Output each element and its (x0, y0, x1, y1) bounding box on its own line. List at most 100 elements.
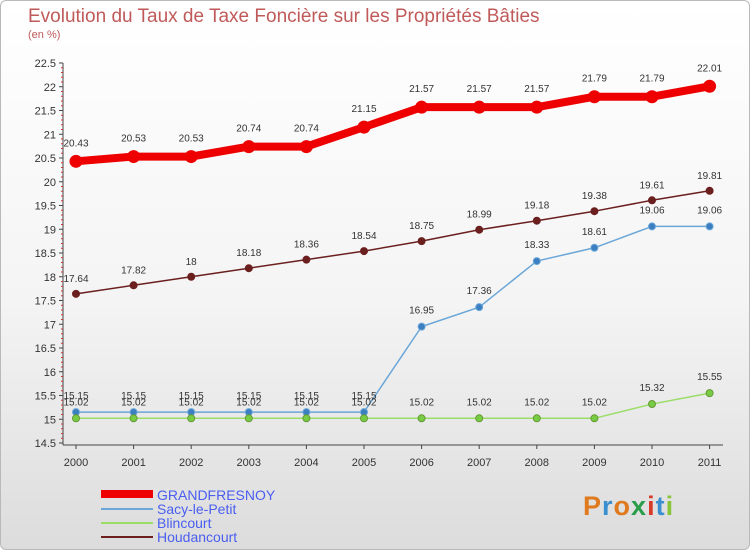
data-label-blincourt: 15.02 (63, 397, 88, 408)
data-label-houdancourt: 18.54 (351, 231, 376, 242)
y-tick-label: 15 (44, 414, 56, 426)
data-point-grandfresnoy (645, 90, 659, 104)
data-point-houdancourt (187, 272, 196, 281)
data-label-sacy: 19.06 (639, 205, 664, 216)
series-line-houdancourt (75, 190, 710, 295)
data-point-grandfresnoy (127, 150, 141, 164)
data-label-houdancourt: 18.75 (409, 221, 434, 232)
data-label-grandfresnoy: 22.01 (697, 63, 722, 74)
legend-swatch-blincourt (101, 522, 153, 524)
data-point-houdancourt (244, 264, 253, 273)
data-label-sacy: 18.61 (582, 227, 607, 238)
x-tick-label: 2001 (121, 457, 145, 469)
data-label-houdancourt: 18.99 (467, 210, 492, 221)
data-label-sacy: 15.15 (179, 391, 204, 402)
data-label-blincourt: 15.32 (639, 383, 664, 394)
legend-label-grandfresnoy: GRANDFRESNOY (157, 487, 276, 503)
chart-axes: 14.5 15 15.5 16 16.5 17 17.5 18 18.5 19 19.5 20 20.5… (35, 58, 723, 469)
data-point-sacy (648, 222, 656, 231)
x-tick-label: 2006 (409, 457, 433, 469)
data-label-sacy: 15.15 (63, 391, 88, 402)
data-label-houdancourt: 17.64 (63, 274, 88, 285)
series-line-blincourt (76, 392, 710, 420)
data-label-grandfresnoy: 21.57 (524, 84, 549, 95)
proxiti-logo: Proxiti (583, 491, 674, 522)
data-point-houdancourt (129, 281, 138, 290)
data-point-blincourt (705, 389, 714, 398)
data-point-grandfresnoy (242, 140, 256, 154)
y-tick-label: 20.5 (35, 153, 56, 165)
data-label-grandfresnoy: 21.15 (351, 104, 376, 115)
data-point-grandfresnoy (472, 100, 486, 114)
data-label-grandfresnoy: 20.53 (179, 134, 204, 145)
data-label-grandfresnoy: 21.57 (467, 84, 492, 95)
legend-swatch-grandfresnoy (101, 490, 153, 498)
data-point-sacy (475, 303, 484, 312)
data-label-sacy: 16.95 (409, 306, 434, 317)
data-label-houdancourt: 19.18 (524, 201, 549, 212)
data-label-sacy: 15.15 (236, 391, 261, 402)
chart-data-labels: 20.43 20.53 20.53 20.74 20.74 21.15 21.57 21.57… (63, 63, 722, 408)
y-tick-label: 20 (44, 177, 56, 189)
data-point-grandfresnoy (415, 100, 429, 114)
data-label-blincourt: 15.02 (179, 397, 204, 408)
data-label-houdancourt: 18 (186, 257, 198, 268)
data-label-houdancourt: 19.81 (697, 171, 722, 182)
data-label-grandfresnoy: 21.79 (639, 74, 664, 85)
data-label-sacy: 19.06 (697, 205, 722, 216)
data-label-houdancourt: 19.61 (639, 180, 664, 191)
data-label-blincourt: 15.02 (409, 397, 434, 408)
data-point-houdancourt (705, 186, 714, 195)
data-label-grandfresnoy: 21.79 (582, 74, 607, 85)
data-label-sacy: 15.15 (351, 391, 376, 402)
y-tick-label: 19.5 (35, 201, 56, 213)
x-tick-label: 2009 (582, 457, 606, 469)
data-label-blincourt: 15.02 (294, 397, 319, 408)
data-label-blincourt: 15.55 (697, 372, 722, 383)
x-tick-label: 2004 (294, 457, 318, 469)
series-line-grandfresnoy (75, 82, 711, 166)
x-tick-label: 2005 (352, 457, 376, 469)
data-label-sacy: 15.15 (294, 391, 319, 402)
logo-letter: i (647, 491, 656, 521)
data-point-houdancourt (475, 225, 484, 234)
legend-swatch-houdancourt (101, 536, 153, 538)
data-label-blincourt: 15.02 (351, 397, 376, 408)
data-label-grandfresnoy: 20.53 (121, 134, 146, 145)
data-label-grandfresnoy: 20.74 (236, 124, 261, 135)
data-point-grandfresnoy (184, 150, 198, 164)
data-point-blincourt (532, 414, 541, 423)
data-point-sacy (705, 222, 714, 231)
x-tick-label: 2010 (640, 457, 664, 469)
data-point-blincourt (417, 414, 426, 423)
data-point-houdancourt (72, 289, 80, 298)
x-tick-label: 2000 (64, 457, 88, 469)
logo-letter: i (665, 491, 675, 521)
logo-letter: o (613, 491, 632, 521)
x-tick-label: 2011 (698, 457, 722, 469)
y-tick-label: 16.5 (35, 343, 56, 355)
data-point-grandfresnoy (703, 79, 717, 93)
x-tick-label: 2003 (237, 457, 261, 469)
legend-label-sacy: Sacy-le-Petit (157, 501, 237, 517)
y-tick-label: 18.5 (35, 248, 56, 260)
data-label-sacy: 17.36 (467, 286, 492, 297)
data-label-houdancourt: 18.18 (236, 248, 261, 259)
y-tick-label: 14.5 (35, 438, 56, 450)
data-point-sacy (590, 243, 599, 252)
y-tick-label: 21.5 (35, 106, 56, 118)
logo-letter: P (583, 491, 603, 521)
y-tick-label: 17.5 (35, 296, 56, 308)
y-tick-label: 16 (44, 367, 56, 379)
data-label-blincourt: 15.02 (467, 397, 492, 408)
data-point-blincourt (129, 414, 138, 423)
y-unit-label: (en %) (28, 29, 61, 41)
data-label-blincourt: 15.02 (236, 397, 261, 408)
data-point-grandfresnoy (299, 140, 313, 154)
data-point-grandfresnoy (357, 120, 371, 134)
legend-label-houdancourt: Houdancourt (157, 529, 238, 545)
data-point-houdancourt (360, 247, 368, 256)
legend-swatch-sacy (101, 508, 153, 510)
